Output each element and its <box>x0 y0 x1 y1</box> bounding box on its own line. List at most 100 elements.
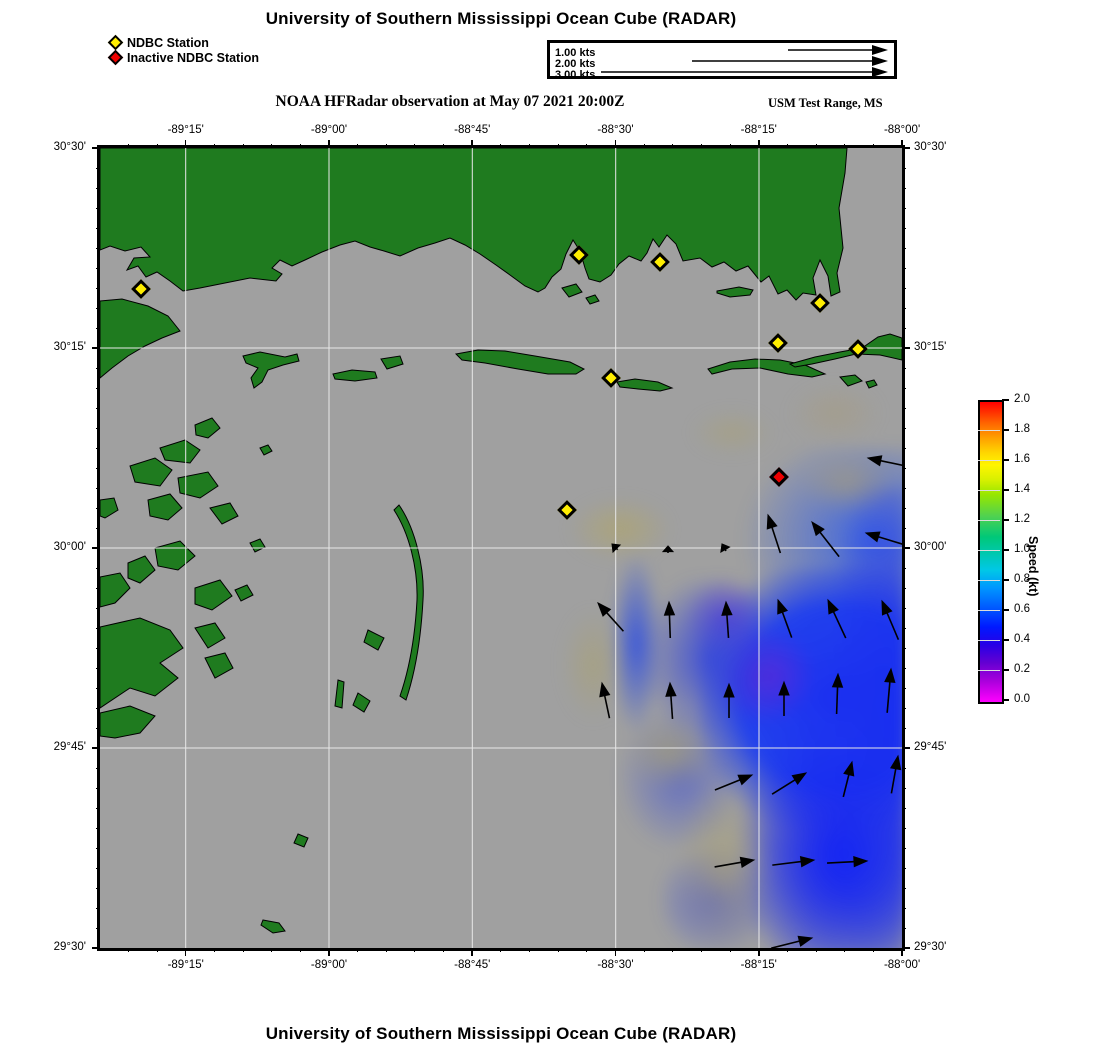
tick-mark <box>614 948 617 956</box>
tick-mark <box>557 948 559 952</box>
tick-mark <box>96 847 100 849</box>
tick-mark <box>96 507 100 509</box>
tick-mark <box>902 507 906 509</box>
legend-row-active: NDBC Station <box>107 34 259 51</box>
tick-mark <box>96 707 100 709</box>
colorbar-title: Speed (kt) <box>1026 536 1040 597</box>
tick-mark <box>96 607 100 609</box>
colorbar-tick <box>1002 699 1009 701</box>
tick-mark <box>902 207 906 209</box>
tick-mark <box>328 948 330 956</box>
tick-mark <box>902 347 910 349</box>
tick-mark <box>242 144 244 148</box>
tick-mark <box>902 607 906 609</box>
tick-mark <box>902 247 906 249</box>
tick-mark <box>672 144 674 148</box>
tick-mark <box>729 144 731 148</box>
tick-mark <box>299 144 301 148</box>
legend-inactive-label: Inactive NDBC Station <box>127 50 259 65</box>
tick-mark <box>643 144 645 148</box>
tick-mark <box>96 267 100 269</box>
tick-mark <box>96 787 100 789</box>
tick-label: 30°15' <box>53 341 86 353</box>
colorbar-tick <box>1002 399 1009 401</box>
tick-mark <box>96 167 100 169</box>
tick-mark <box>902 187 906 189</box>
tick-mark <box>92 547 100 549</box>
tick-mark <box>96 727 100 729</box>
colorbar-tick-label: 2.0 <box>1014 393 1030 405</box>
page-title: University of Southern Mississippi Ocean… <box>265 9 737 28</box>
colorbar-tick <box>1002 429 1009 431</box>
tick-mark <box>872 948 874 952</box>
tick-mark <box>500 144 502 148</box>
tick-mark <box>96 207 100 209</box>
tick-mark <box>96 807 100 809</box>
tick-label: -89°15' <box>167 959 204 971</box>
tick-label: -88°30' <box>597 959 634 971</box>
colorbar-tick-label: 0.0 <box>1014 693 1030 705</box>
colorbar-tick <box>1002 549 1009 551</box>
tick-mark <box>902 467 906 469</box>
current-vectors <box>597 455 902 948</box>
colorbar-gridline <box>978 550 1000 551</box>
tick-mark <box>872 144 874 148</box>
tick-label: 29°45' <box>914 741 947 753</box>
colorbar-tick <box>1002 579 1009 581</box>
active-station-diamond-icon <box>107 34 124 51</box>
colorbar-gridline <box>978 670 1000 671</box>
tick-mark <box>156 144 158 148</box>
tick-mark <box>414 144 416 148</box>
tick-mark <box>902 307 906 309</box>
tick-label: 30°00' <box>53 541 86 553</box>
tick-mark <box>844 144 846 148</box>
tick-mark <box>96 367 100 369</box>
tick-mark <box>96 587 100 589</box>
colorbar-gridline <box>978 460 1000 461</box>
tick-mark <box>96 907 100 909</box>
tick-mark <box>902 627 906 629</box>
tick-label: 29°45' <box>53 741 86 753</box>
tick-mark <box>700 948 702 952</box>
tick-mark <box>902 487 906 489</box>
tick-mark <box>92 747 100 749</box>
observation-subtitle: NOAA HFRadar observation at May 07 2021 … <box>275 93 625 110</box>
tick-label: 30°30' <box>914 141 947 153</box>
colorbar-tick-label: 1.6 <box>1014 453 1030 465</box>
tick-mark <box>529 948 531 952</box>
footer-title: University of Southern Mississippi Ocean… <box>265 1024 737 1043</box>
tick-mark <box>786 948 788 952</box>
tick-mark <box>902 827 906 829</box>
tick-mark <box>92 347 100 349</box>
tick-mark <box>902 367 906 369</box>
tick-mark <box>901 140 903 148</box>
tick-label: -88°00' <box>883 959 921 971</box>
inactive-station-diamond-icon <box>107 49 124 66</box>
colorbar-tick-label: 0.6 <box>1014 603 1030 615</box>
tick-mark <box>96 467 100 469</box>
tick-mark <box>96 427 100 429</box>
tick-mark <box>96 387 100 389</box>
tick-label: -88°30' <box>597 124 634 136</box>
colorbar-gridline <box>978 640 1000 641</box>
scale-label: 3.00 kts <box>555 69 596 81</box>
tick-label: -88°00' <box>883 124 921 136</box>
colorbar-tick-label: 1.2 <box>1014 513 1030 525</box>
tick-mark <box>96 627 100 629</box>
tick-mark <box>96 767 100 769</box>
tick-label: -88°45' <box>454 124 491 136</box>
tick-mark <box>902 847 906 849</box>
tick-mark <box>557 144 559 148</box>
colorbar-gridline <box>978 580 1000 581</box>
tick-mark <box>96 287 100 289</box>
tick-mark <box>357 948 359 952</box>
tick-mark <box>586 144 588 148</box>
tick-label: -89°00' <box>310 959 348 971</box>
tick-mark <box>902 407 906 409</box>
tick-mark <box>213 144 215 148</box>
tick-mark <box>902 747 910 749</box>
tick-mark <box>586 948 588 952</box>
colorbar-tick <box>1002 639 1009 641</box>
tick-mark <box>902 707 906 709</box>
